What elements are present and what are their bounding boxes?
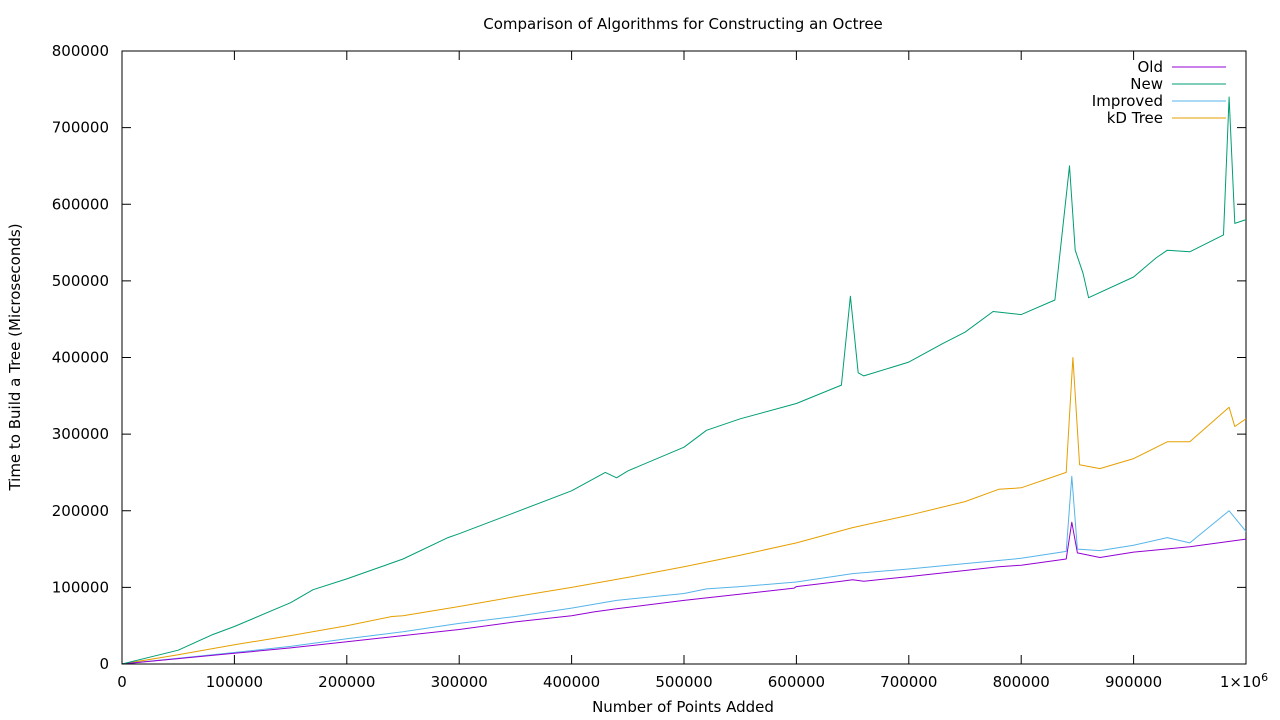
y-axis-ticks: 0 100000 200000 300000 400000 500000 600000 700… — [52, 42, 1246, 673]
x-axis-label: Number of Points Added — [592, 698, 774, 716]
series-line-old — [121, 521, 1247, 665]
x-tick-exponent: 6 — [1261, 671, 1268, 684]
x-tick-label: 300000 — [431, 673, 488, 691]
series-line-improved — [121, 475, 1247, 665]
y-tick-label: 0 — [99, 655, 109, 673]
legend-label-kd-tree: kD Tree — [1107, 109, 1163, 127]
series-line-new — [121, 96, 1247, 665]
chart-title: Comparison of Algorithms for Constructin… — [483, 15, 883, 33]
x-tick-label: 500000 — [655, 673, 712, 691]
legend-label-old: Old — [1138, 58, 1164, 76]
plot-frame — [121, 50, 1247, 665]
y-tick-label: 100000 — [52, 578, 109, 596]
y-tick-label: 600000 — [52, 195, 109, 213]
x-tick-label: 0 — [117, 673, 127, 691]
x-tick-label: 600000 — [768, 673, 825, 691]
y-tick-label: 700000 — [52, 119, 109, 137]
x-tick-label: 400000 — [543, 673, 600, 691]
x-axis-ticks: 0 100000 200000 300000 400000 500000 600000 700… — [117, 51, 1268, 691]
x-tick-label: 800000 — [993, 673, 1050, 691]
x-tick-label: 200000 — [318, 673, 375, 691]
y-tick-label: 200000 — [52, 502, 109, 520]
series-layer — [121, 96, 1247, 665]
y-tick-label: 800000 — [52, 42, 109, 60]
series-line-kd-tree — [121, 357, 1247, 665]
y-tick-label: 500000 — [52, 272, 109, 290]
x-tick-label: 900000 — [1105, 673, 1162, 691]
x-tick-label: 100000 — [206, 673, 263, 691]
y-tick-label: 400000 — [52, 349, 109, 367]
y-tick-label: 300000 — [52, 425, 109, 443]
legend-label-improved: Improved — [1092, 92, 1163, 110]
legend-label-new: New — [1130, 75, 1163, 93]
y-axis-label: Time to Build a Tree (Microseconds) — [6, 223, 24, 491]
x-tick-label: 1×106 — [1220, 671, 1268, 691]
x-tick-label: 700000 — [880, 673, 937, 691]
